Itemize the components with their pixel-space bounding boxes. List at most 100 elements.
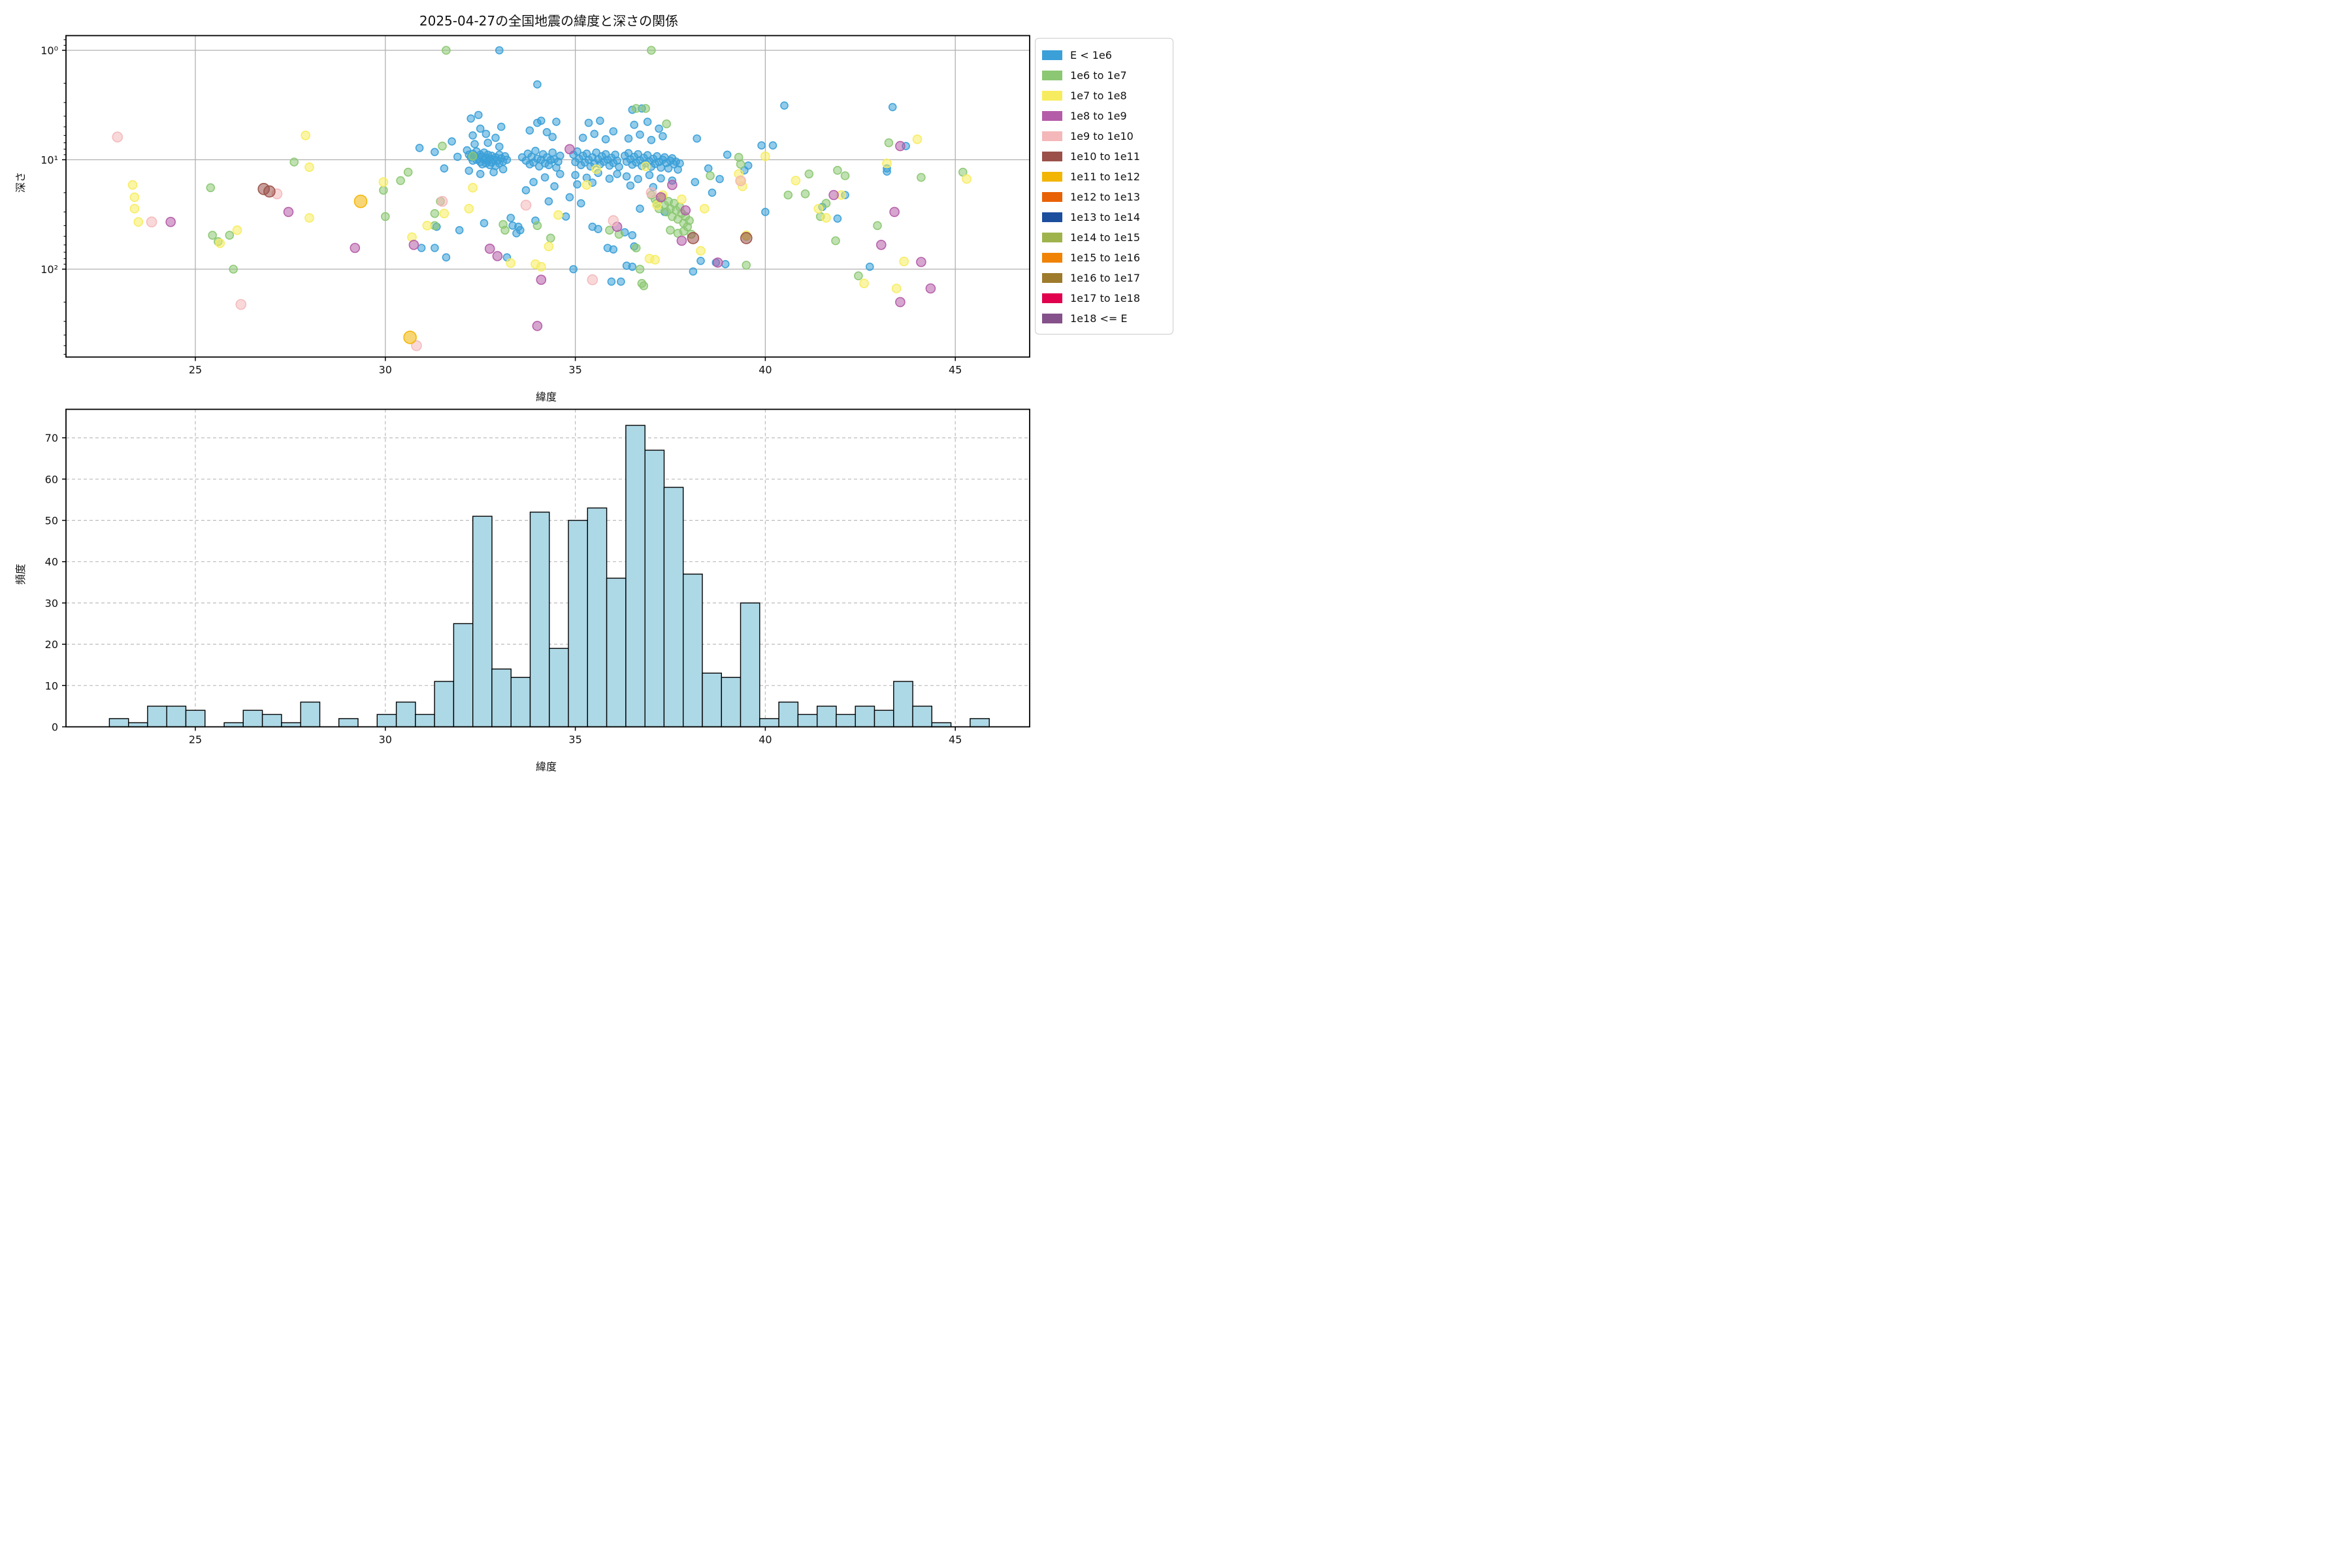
hist-ytick-label: 60: [45, 473, 58, 485]
hist-bar: [816, 706, 837, 728]
hist-ytick-label: 0: [52, 721, 58, 734]
scatter-point: [532, 221, 542, 231]
scatter-point: [484, 243, 495, 254]
scatter-point: [133, 217, 144, 227]
hist-xtick-label: 35: [568, 734, 581, 746]
scatter-point: [521, 186, 531, 195]
scatter-xtick-label: 30: [379, 364, 392, 376]
hist-ytick-label: 40: [45, 556, 58, 568]
scatter-point: [495, 46, 504, 55]
scatter-point: [873, 221, 882, 231]
scatter-point: [742, 261, 751, 270]
scatter-point: [548, 133, 557, 141]
hist-bar: [893, 681, 913, 728]
scatter-point: [636, 130, 644, 139]
scatter-xtick-label: 25: [189, 364, 202, 376]
hist-bar: [625, 425, 645, 728]
legend-item-label: 1e11 to 1e12: [1070, 171, 1140, 183]
hist-bar: [529, 512, 550, 728]
scatter-point: [689, 267, 698, 276]
scatter-point: [438, 141, 447, 151]
scatter-point: [962, 174, 972, 184]
scatter-point: [696, 246, 706, 256]
scatter-point: [422, 220, 433, 231]
scatter-point: [596, 116, 604, 125]
legend-swatch-icon: [1042, 152, 1062, 161]
scatter-point: [512, 229, 521, 238]
scatter-point: [666, 225, 675, 235]
scatter-point: [866, 262, 874, 271]
hist-bar: [663, 487, 684, 728]
scatter-point: [546, 233, 555, 243]
scatter-point: [571, 171, 580, 180]
scatter-point: [439, 208, 449, 219]
legend-item-13: 1e18 <= E: [1042, 308, 1166, 329]
hist-bar: [759, 718, 779, 728]
scatter-point: [491, 133, 500, 142]
scatter-point: [525, 126, 534, 135]
scatter-point: [859, 278, 869, 289]
scatter-point: [917, 172, 926, 182]
scatter-point: [895, 140, 906, 152]
legend-swatch-icon: [1042, 233, 1062, 242]
scatter-point: [127, 180, 138, 190]
legend-swatch-icon: [1042, 293, 1062, 303]
scatter-point: [502, 155, 512, 164]
scatter-point: [664, 164, 673, 173]
scatter-point: [430, 221, 440, 231]
hist-bar: [108, 718, 129, 728]
scatter-point: [466, 114, 476, 123]
scatter-point: [536, 274, 547, 286]
earthquake-figure: 25 30 35 40 45 10⁰ 10¹ 10² 25 30 35 40 45 0 10 20 30 40 50…: [0, 0, 1176, 784]
scatter-xlabel: 緯度: [536, 391, 557, 403]
hist-bar: [912, 706, 932, 728]
legend-item-10: 1e15 to 1e16: [1042, 248, 1166, 268]
scatter-point: [743, 161, 753, 170]
scatter-point: [565, 193, 574, 202]
hist-bar: [721, 676, 742, 728]
scatter-point: [464, 204, 474, 214]
hist-bar: [931, 722, 952, 728]
scatter-point: [700, 204, 710, 214]
hist-bar: [740, 602, 760, 728]
scatter-point: [573, 180, 581, 189]
hist-bar: [376, 713, 397, 728]
scatter-point: [476, 124, 485, 133]
scatter-point: [636, 204, 644, 213]
scatter-point: [696, 256, 705, 265]
scatter-point: [605, 174, 614, 183]
scatter-point: [304, 213, 314, 223]
hist-bar: [127, 722, 148, 728]
scatter-point: [206, 183, 216, 193]
scatter-point: [208, 231, 218, 240]
scatter-point: [804, 169, 814, 179]
legend-item-label: 1e8 to 1e9: [1070, 110, 1127, 122]
legend-swatch-icon: [1042, 314, 1062, 323]
scatter-point: [289, 157, 299, 167]
scatter-point: [884, 138, 894, 148]
scatter-xtick-label: 45: [949, 364, 962, 376]
scatter-point: [229, 265, 238, 274]
scatter-point: [691, 178, 700, 187]
scatter-point: [687, 232, 700, 244]
scatter-point: [800, 189, 810, 199]
scatter-point: [350, 242, 361, 253]
hist-bar: [491, 668, 512, 728]
scatter-point: [225, 231, 235, 240]
scatter-point: [708, 188, 717, 197]
hist-bar: [338, 718, 359, 728]
scatter-point: [813, 204, 824, 214]
scatter-point: [587, 274, 598, 286]
legend-item-6: 1e11 to 1e12: [1042, 167, 1166, 187]
hist-bar: [185, 710, 206, 728]
scatter-point: [912, 134, 923, 144]
scatter-point: [609, 127, 618, 136]
scatter-point: [379, 186, 388, 195]
hist-bar: [797, 713, 818, 728]
scatter-point: [531, 146, 540, 155]
hist-bar: [166, 706, 187, 728]
legend-item-4: 1e9 to 1e10: [1042, 126, 1166, 146]
legend-item-11: 1e16 to 1e17: [1042, 268, 1166, 288]
scatter-point: [925, 283, 936, 294]
scatter-point: [615, 163, 623, 171]
